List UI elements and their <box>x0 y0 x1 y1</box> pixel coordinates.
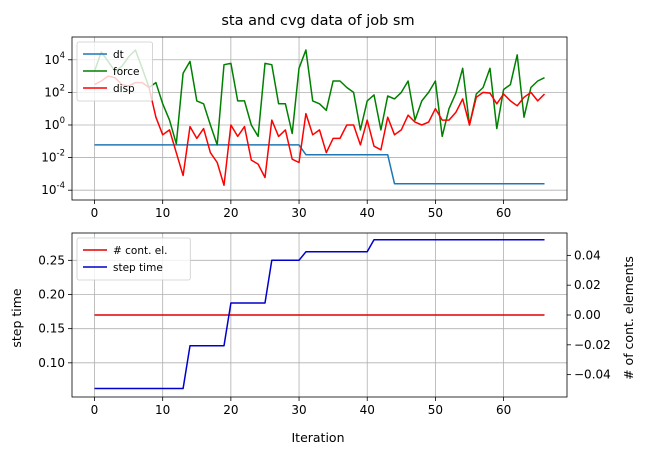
x-tick-label: 10 <box>155 206 170 220</box>
y-tick-label: 10-4 <box>41 181 65 197</box>
legend: dt force disp <box>76 41 153 102</box>
y-tick-label: 102 <box>44 83 65 99</box>
x-tick-label: 30 <box>291 206 306 220</box>
y-axis-label-right: # of cont. elements <box>621 256 636 380</box>
x-tick-label: 20 <box>223 206 238 220</box>
legend-box <box>76 41 153 102</box>
legend-label: step time <box>113 262 163 274</box>
series-line-disp <box>94 75 546 187</box>
y-right-tick-label: 0.02 <box>574 278 601 292</box>
x-tick-label: 60 <box>496 206 511 220</box>
legend-label: dt <box>113 49 124 61</box>
axes-frame <box>71 36 568 201</box>
legend-box <box>76 237 191 281</box>
x-tick-label: 40 <box>360 206 375 220</box>
x-tick-label: 10 <box>155 403 170 417</box>
y-right-tick-label: −0.04 <box>574 368 611 382</box>
x-tick-label: 0 <box>91 206 99 220</box>
x-tick-label: 0 <box>91 403 99 417</box>
top-plot-area: 0 10 20 30 40 50 60 10-4 10-2 100 102 104 dt force dis… <box>41 36 568 220</box>
y-right-tick-label: −0.02 <box>574 338 611 352</box>
bottom-plot-area: 0 10 20 30 40 50 60 0.10 0.15 0.20 0.25 −0.04 −0.02 0… <box>38 232 611 417</box>
x-tick-label: 20 <box>223 403 238 417</box>
y-tick-label: 10-2 <box>41 149 65 165</box>
legend-label: # cont. el. <box>113 245 168 257</box>
chart-title: sta and cvg data of job sm <box>221 13 414 29</box>
y-tick-label: 0.15 <box>38 322 65 336</box>
y-tick-label: 100 <box>44 116 65 132</box>
x-tick-label: 60 <box>496 403 511 417</box>
y-axis-label-left: step time <box>9 288 24 348</box>
x-tick-label: 30 <box>291 403 306 417</box>
legend-label: disp <box>113 83 135 95</box>
series-line-dt <box>94 144 545 185</box>
x-tick-label: 40 <box>360 403 375 417</box>
legend: # cont. el. step time <box>76 237 191 281</box>
x-axis-label: Iteration <box>291 430 344 445</box>
y-right-tick-label: 0.00 <box>574 308 601 322</box>
series-line-step-time <box>94 239 545 390</box>
y-right-tick-label: 0.04 <box>574 248 601 262</box>
legend-label: force <box>113 66 139 78</box>
y-tick-label: 0.25 <box>38 253 65 267</box>
y-tick-label: 104 <box>44 51 65 67</box>
y-tick-label: 0.10 <box>38 356 65 370</box>
y-tick-label: 0.20 <box>38 288 65 302</box>
x-tick-label: 50 <box>428 206 443 220</box>
x-tick-label: 50 <box>428 403 443 417</box>
